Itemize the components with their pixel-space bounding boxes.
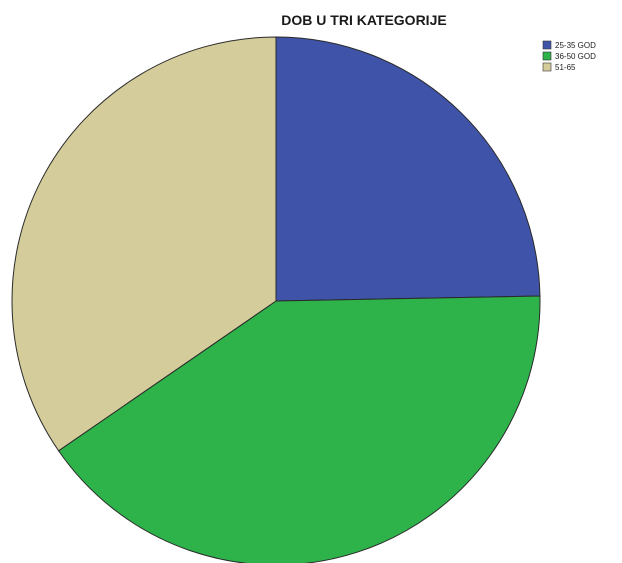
pie-slice-25-35-god <box>275 36 541 302</box>
legend-label: 36-50 GOD <box>555 52 596 61</box>
chart-title: DOB U TRI KATEGORIJE <box>281 12 446 28</box>
legend-swatch <box>542 62 552 72</box>
pie-slice-36-50-god <box>57 295 541 563</box>
legend-swatch <box>542 40 552 50</box>
pie-slices <box>11 36 541 563</box>
legend-label: 51-65 <box>555 63 576 72</box>
pie-slice-51-65 <box>11 36 277 452</box>
legend-swatch <box>542 51 552 61</box>
legend-label: 25-35 GOD <box>555 41 596 50</box>
legend: 25-35 GOD 36-50 GOD 51-65 <box>542 40 596 72</box>
